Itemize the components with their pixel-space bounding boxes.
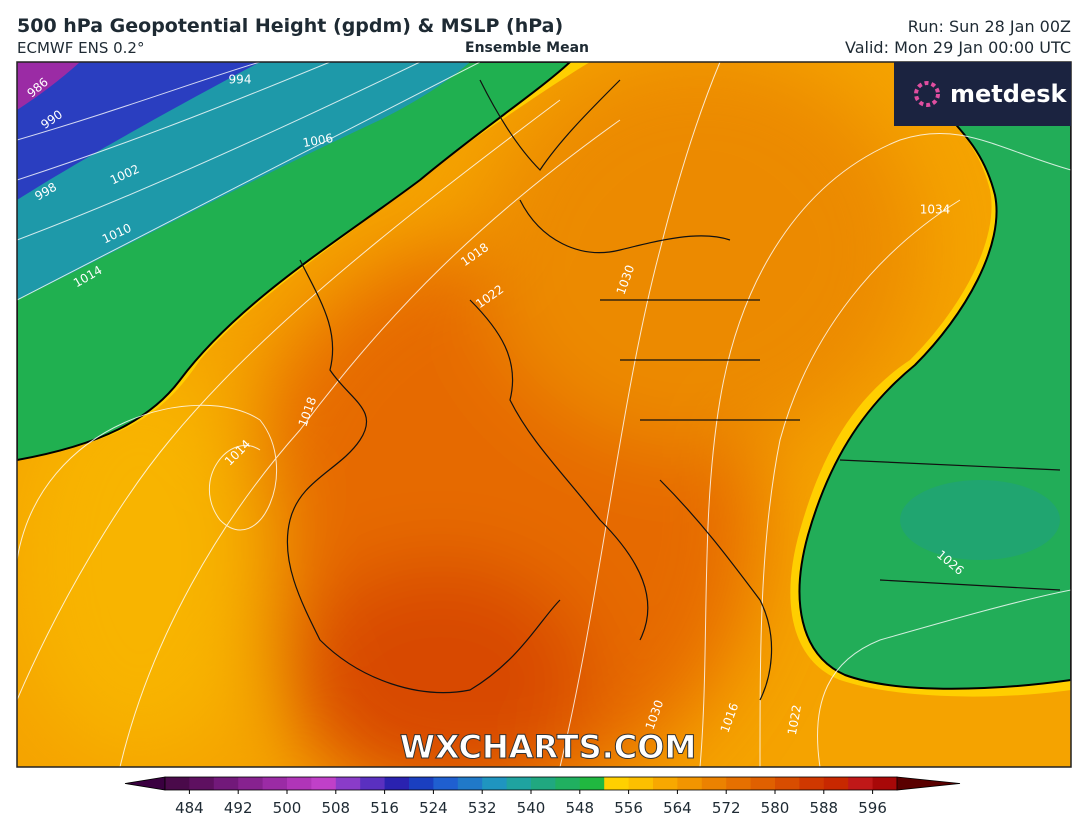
isobar-label: 1022: [785, 704, 804, 737]
model: ECMWF ENS 0.2°: [17, 39, 144, 57]
colorbar-segment: [335, 777, 361, 790]
colorbar-tick-label: 564: [663, 799, 692, 817]
colorbar-segment: [677, 777, 703, 790]
colorbar-under: [124, 776, 166, 791]
colorbar-segment: [701, 777, 727, 790]
colorbar-segment: [653, 777, 678, 790]
isobar-label: 1006: [302, 131, 335, 150]
teal-patch: [900, 480, 1060, 560]
colorbar-segment: [384, 777, 410, 790]
logo-icon: [914, 81, 940, 107]
colorbar-segment: [555, 777, 581, 790]
colorbar-tick-label: 484: [175, 799, 204, 817]
colorbar: 484 492 500 508 516 524 532 540 548 556 564 572 580 5…: [124, 776, 961, 817]
colorbar-tick-label: 508: [321, 799, 350, 817]
colorbar-tick-label: 532: [468, 799, 497, 817]
colorbar-tick-label: 596: [858, 799, 887, 817]
isobar-label: 1034: [920, 203, 951, 217]
colorbar-segment: [409, 777, 434, 790]
colorbar-segment: [628, 777, 654, 790]
colorbar-segment: [872, 777, 898, 790]
colorbar-segment: [750, 777, 776, 790]
colorbar-tick-label: 556: [614, 799, 643, 817]
watermark: WXCHARTS.COM: [400, 728, 697, 766]
colorbar-tick-label: 572: [712, 799, 741, 817]
colorbar-tick-label: 524: [419, 799, 448, 817]
colorbar-segment: [726, 777, 752, 790]
logo-text: metdesk: [950, 80, 1068, 108]
colorbar-segment: [262, 777, 288, 790]
purple-region: [17, 62, 80, 110]
height-field: [17, 62, 920, 767]
colorbar-segment: [579, 777, 605, 790]
colorbar-segment: [238, 777, 264, 790]
colorbar-tick-label: 492: [224, 799, 253, 817]
colorbar-segment: [189, 777, 215, 790]
product: Ensemble Mean: [465, 40, 589, 56]
isobar-label: 994: [229, 73, 252, 87]
colorbar-segment: [433, 777, 459, 790]
colorbar-tick-label: 516: [370, 799, 399, 817]
colorbar-segment: [775, 777, 800, 790]
colorbar-segment: [457, 777, 483, 790]
blue-region: [17, 62, 260, 200]
colorbar-segment: [287, 777, 312, 790]
colorbar-segment: [799, 777, 825, 790]
colorbar-tick-label: 500: [273, 799, 302, 817]
valid-time: Valid: Mon 29 Jan 00:00 UTC: [845, 38, 1071, 57]
colorbar-tick-label: 580: [761, 799, 790, 817]
title: 500 hPa Geopotential Height (gpdm) & MSL…: [17, 15, 563, 37]
colorbar-segment: [482, 777, 508, 790]
colorbar-tick-label: 548: [565, 799, 594, 817]
colorbar-segment: [165, 777, 190, 790]
map-frame: [16, 61, 1072, 768]
map: [17, 62, 1071, 767]
logo-box: [894, 62, 1071, 126]
isobars: [17, 62, 1071, 767]
colorbar-segment: [506, 777, 532, 790]
colorbar-segment: [823, 777, 849, 790]
colorbar-segment: [213, 777, 239, 790]
colorbar-tick-label: 540: [517, 799, 546, 817]
colorbar-segment: [604, 777, 630, 790]
colorbar-over: [896, 776, 961, 791]
colorbar-tick-label: 588: [809, 799, 838, 817]
coastlines: [286, 79, 1061, 701]
colorbar-segment: [848, 777, 874, 790]
run-time: Run: Sun 28 Jan 00Z: [908, 17, 1071, 36]
colorbar-segment: [311, 777, 337, 790]
colorbar-segment: [531, 777, 556, 790]
colorbar-segment: [360, 777, 386, 790]
